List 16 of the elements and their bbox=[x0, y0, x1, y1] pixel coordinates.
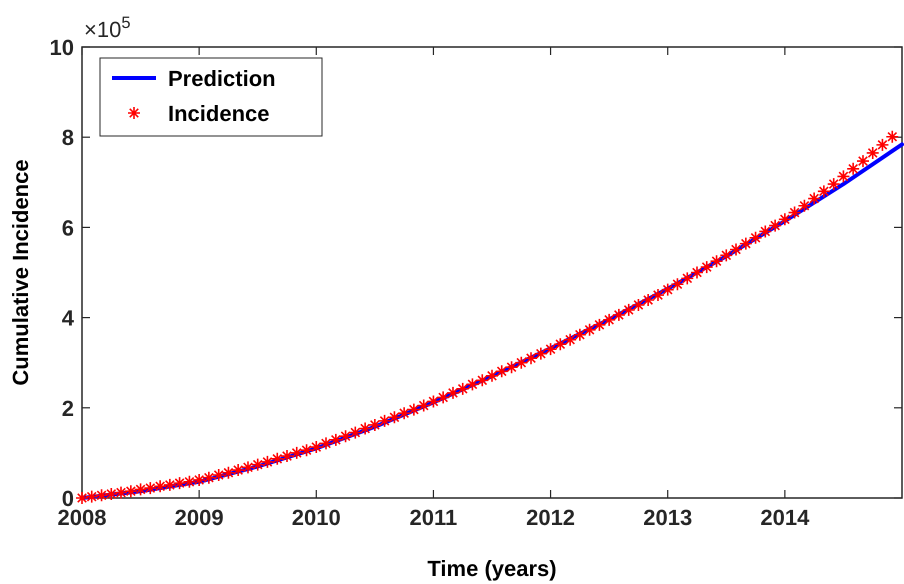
x-tick-label: 2014 bbox=[760, 505, 810, 530]
y-axis-title: Cumulative Incidence bbox=[8, 159, 33, 386]
y-tick-label: 8 bbox=[62, 125, 74, 150]
legend-label: Incidence bbox=[168, 101, 270, 126]
text: ×10$^{5}$ bbox=[84, 14, 131, 42]
x-tick-label: 2013 bbox=[643, 505, 692, 530]
x-tick-label: 2009 bbox=[174, 505, 224, 530]
y-tick-label: 10 bbox=[50, 35, 74, 60]
x-axis-title: Time (years) bbox=[427, 556, 557, 581]
x-tick-label: 2012 bbox=[526, 505, 576, 530]
y-tick-label: 4 bbox=[62, 306, 75, 331]
y-tick-label: 2 bbox=[62, 396, 74, 421]
x-tick-label: 2011 bbox=[410, 505, 458, 530]
x-tick-label: 2010 bbox=[292, 505, 341, 530]
y-tick-label: 6 bbox=[62, 215, 74, 240]
legend-label: Prediction bbox=[168, 66, 276, 91]
